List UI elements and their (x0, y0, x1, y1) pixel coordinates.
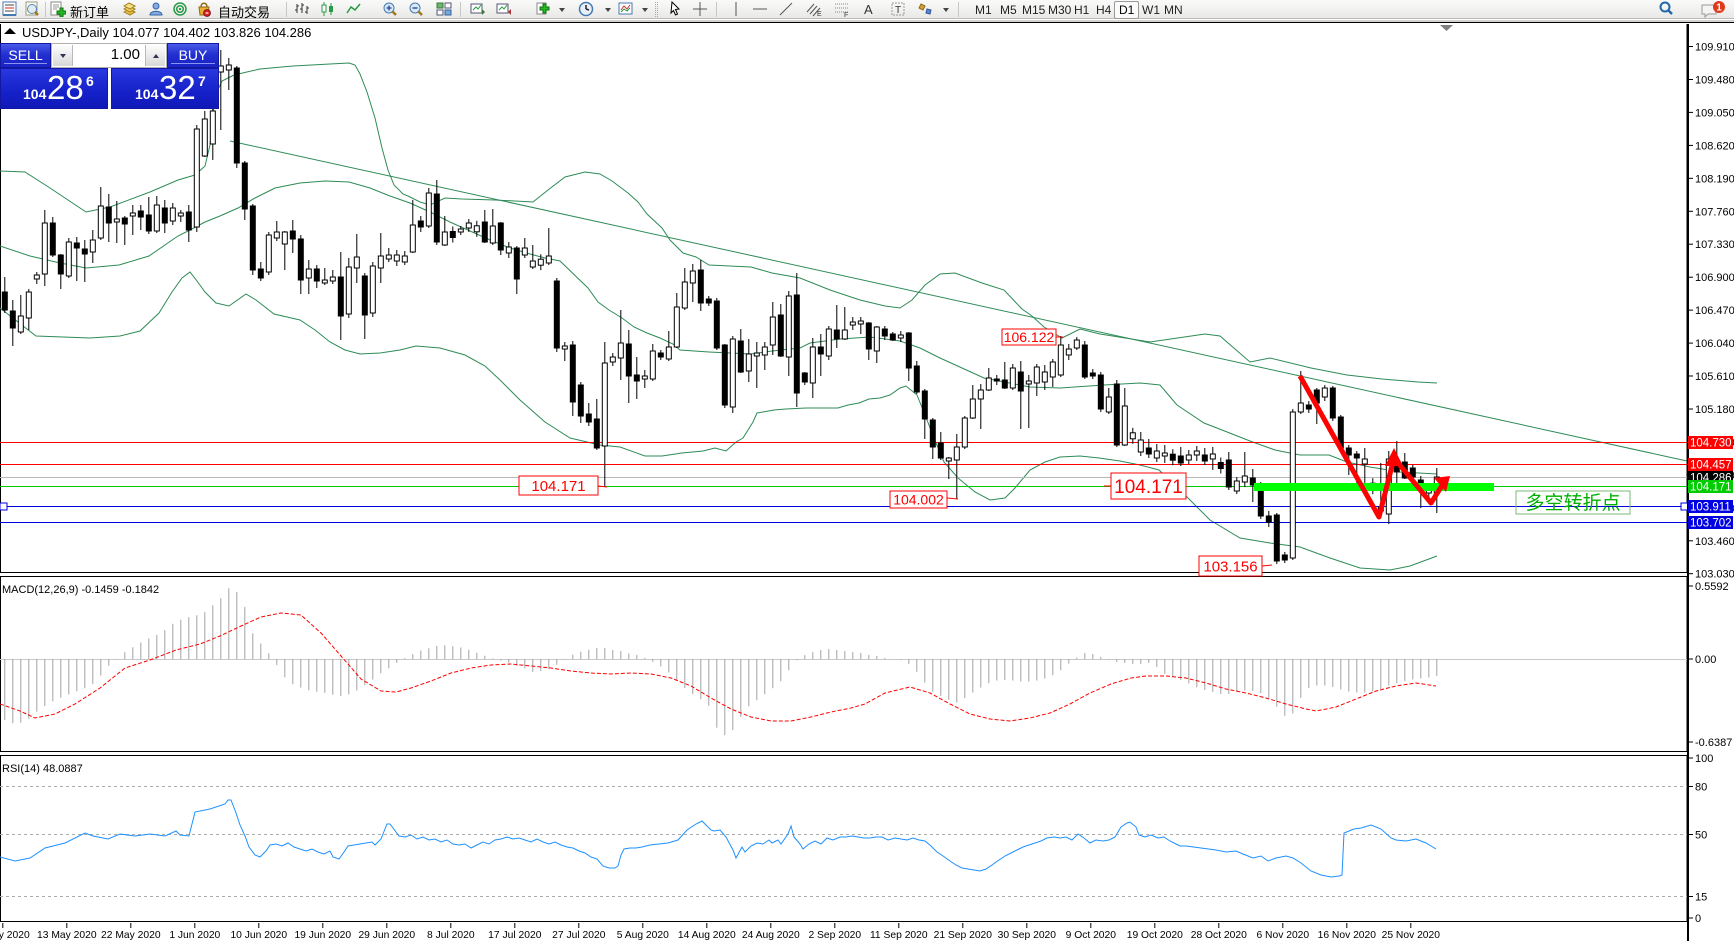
svg-text:100: 100 (1695, 753, 1713, 765)
svg-text:8 Jul 2020: 8 Jul 2020 (427, 930, 475, 941)
svg-text:103.030: 103.030 (1695, 569, 1734, 581)
svg-text:14 Aug 2020: 14 Aug 2020 (678, 930, 736, 941)
svg-text:103.156: 103.156 (1203, 558, 1257, 575)
svg-text:11 Sep 2020: 11 Sep 2020 (870, 930, 928, 941)
svg-text:108.620: 108.620 (1695, 140, 1734, 152)
svg-text:80: 80 (1695, 782, 1707, 794)
svg-text:28 Oct 2020: 28 Oct 2020 (1191, 930, 1247, 941)
svg-text:9 Oct 2020: 9 Oct 2020 (1066, 930, 1117, 941)
svg-text:0.5592: 0.5592 (1695, 581, 1729, 593)
svg-text:105.610: 105.610 (1695, 371, 1734, 383)
svg-text:1: 1 (1716, 3, 1722, 14)
svg-text:109.050: 109.050 (1695, 107, 1734, 119)
svg-text:50: 50 (1695, 830, 1707, 842)
svg-text:13 May 2020: 13 May 2020 (37, 930, 97, 941)
svg-text:104.171: 104.171 (1690, 482, 1732, 494)
svg-text:5 Aug 2020: 5 Aug 2020 (617, 930, 669, 941)
svg-text:4 May 2020: 4 May 2020 (0, 930, 30, 941)
svg-text:106.900: 106.900 (1695, 272, 1734, 284)
svg-text:104.002: 104.002 (893, 492, 944, 508)
svg-text:19 Jun 2020: 19 Jun 2020 (294, 930, 351, 941)
svg-text:F: F (844, 12, 848, 17)
svg-text:19 Oct 2020: 19 Oct 2020 (1127, 930, 1183, 941)
svg-text:MACD(12,26,9) -0.1459 -0.1842: MACD(12,26,9) -0.1459 -0.1842 (2, 584, 159, 596)
svg-text:RSI(14) 48.0887: RSI(14) 48.0887 (2, 763, 83, 775)
svg-text:109.480: 109.480 (1695, 75, 1734, 87)
svg-text:104.457: 104.457 (1690, 460, 1732, 472)
svg-text:E: E (817, 11, 822, 17)
svg-text:15: 15 (1695, 892, 1707, 904)
svg-text:103.911: 103.911 (1690, 502, 1731, 514)
svg-text:22 May 2020: 22 May 2020 (101, 930, 161, 941)
svg-text:108.190: 108.190 (1695, 173, 1734, 185)
svg-text:10 Jun 2020: 10 Jun 2020 (230, 930, 287, 941)
svg-text:106.040: 106.040 (1695, 338, 1734, 350)
svg-text:0.00: 0.00 (1695, 654, 1716, 666)
svg-text:27 Jul 2020: 27 Jul 2020 (552, 930, 606, 941)
svg-text:104.171: 104.171 (1114, 477, 1183, 498)
svg-text:25 Nov 2020: 25 Nov 2020 (1382, 930, 1441, 941)
svg-text:104.730: 104.730 (1690, 438, 1732, 450)
svg-text:-0.6387: -0.6387 (1695, 737, 1732, 749)
svg-text:107.330: 107.330 (1695, 239, 1734, 251)
svg-text:106.470: 106.470 (1695, 305, 1734, 317)
svg-text:17 Jul 2020: 17 Jul 2020 (488, 930, 542, 941)
svg-text:T: T (895, 5, 901, 16)
svg-text:21 Sep 2020: 21 Sep 2020 (934, 930, 993, 941)
svg-text:109.910: 109.910 (1695, 42, 1734, 54)
svg-text:多空转折点: 多空转折点 (1525, 492, 1620, 514)
svg-text:106.122: 106.122 (1004, 329, 1055, 345)
svg-text:USDJPY-,Daily 104.077 104.402: USDJPY-,Daily 104.077 104.402 103.826 10… (22, 25, 311, 40)
svg-text:6 Nov 2020: 6 Nov 2020 (1256, 930, 1309, 941)
svg-text:29 Jun 2020: 29 Jun 2020 (358, 930, 415, 941)
svg-text:2 Sep 2020: 2 Sep 2020 (808, 930, 861, 941)
svg-text:107.760: 107.760 (1695, 206, 1734, 218)
svg-text:104.171: 104.171 (531, 478, 585, 495)
svg-text:103.460: 103.460 (1695, 536, 1734, 548)
svg-text:16 Nov 2020: 16 Nov 2020 (1318, 930, 1377, 941)
svg-text:24 Aug 2020: 24 Aug 2020 (742, 930, 800, 941)
svg-text:103.702: 103.702 (1690, 518, 1732, 530)
svg-text:105.180: 105.180 (1695, 404, 1734, 416)
svg-text:1 Jun 2020: 1 Jun 2020 (169, 930, 220, 941)
svg-text:0: 0 (1695, 913, 1701, 925)
svg-text:30 Sep 2020: 30 Sep 2020 (998, 930, 1057, 941)
